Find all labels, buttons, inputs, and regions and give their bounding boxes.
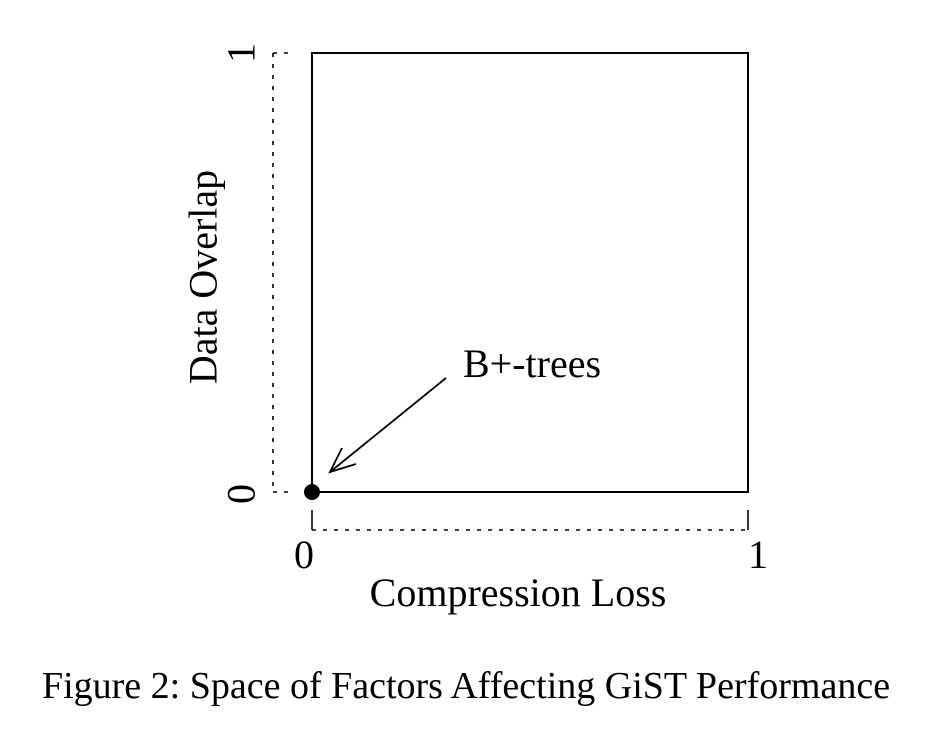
figure-caption: Figure 2: Space of Factors Affecting GiS… <box>41 665 891 707</box>
plot-frame <box>311 52 749 493</box>
x-axis-title: Compression Loss <box>370 570 667 615</box>
annotation-arrow-shaft <box>329 377 447 473</box>
annotation-label: B+-trees <box>463 341 601 386</box>
x-tick-label-left: 0 <box>294 532 314 577</box>
y-axis-title: Data Overlap <box>181 170 226 384</box>
y-tick-label-top: 1 <box>219 43 264 63</box>
y-tick-label-bottom: 0 <box>219 484 264 504</box>
annotation-arrow-head <box>328 447 357 474</box>
data-point-0 <box>304 484 320 500</box>
x-tick-label-right: 1 <box>748 532 768 577</box>
points-layer <box>304 484 320 500</box>
